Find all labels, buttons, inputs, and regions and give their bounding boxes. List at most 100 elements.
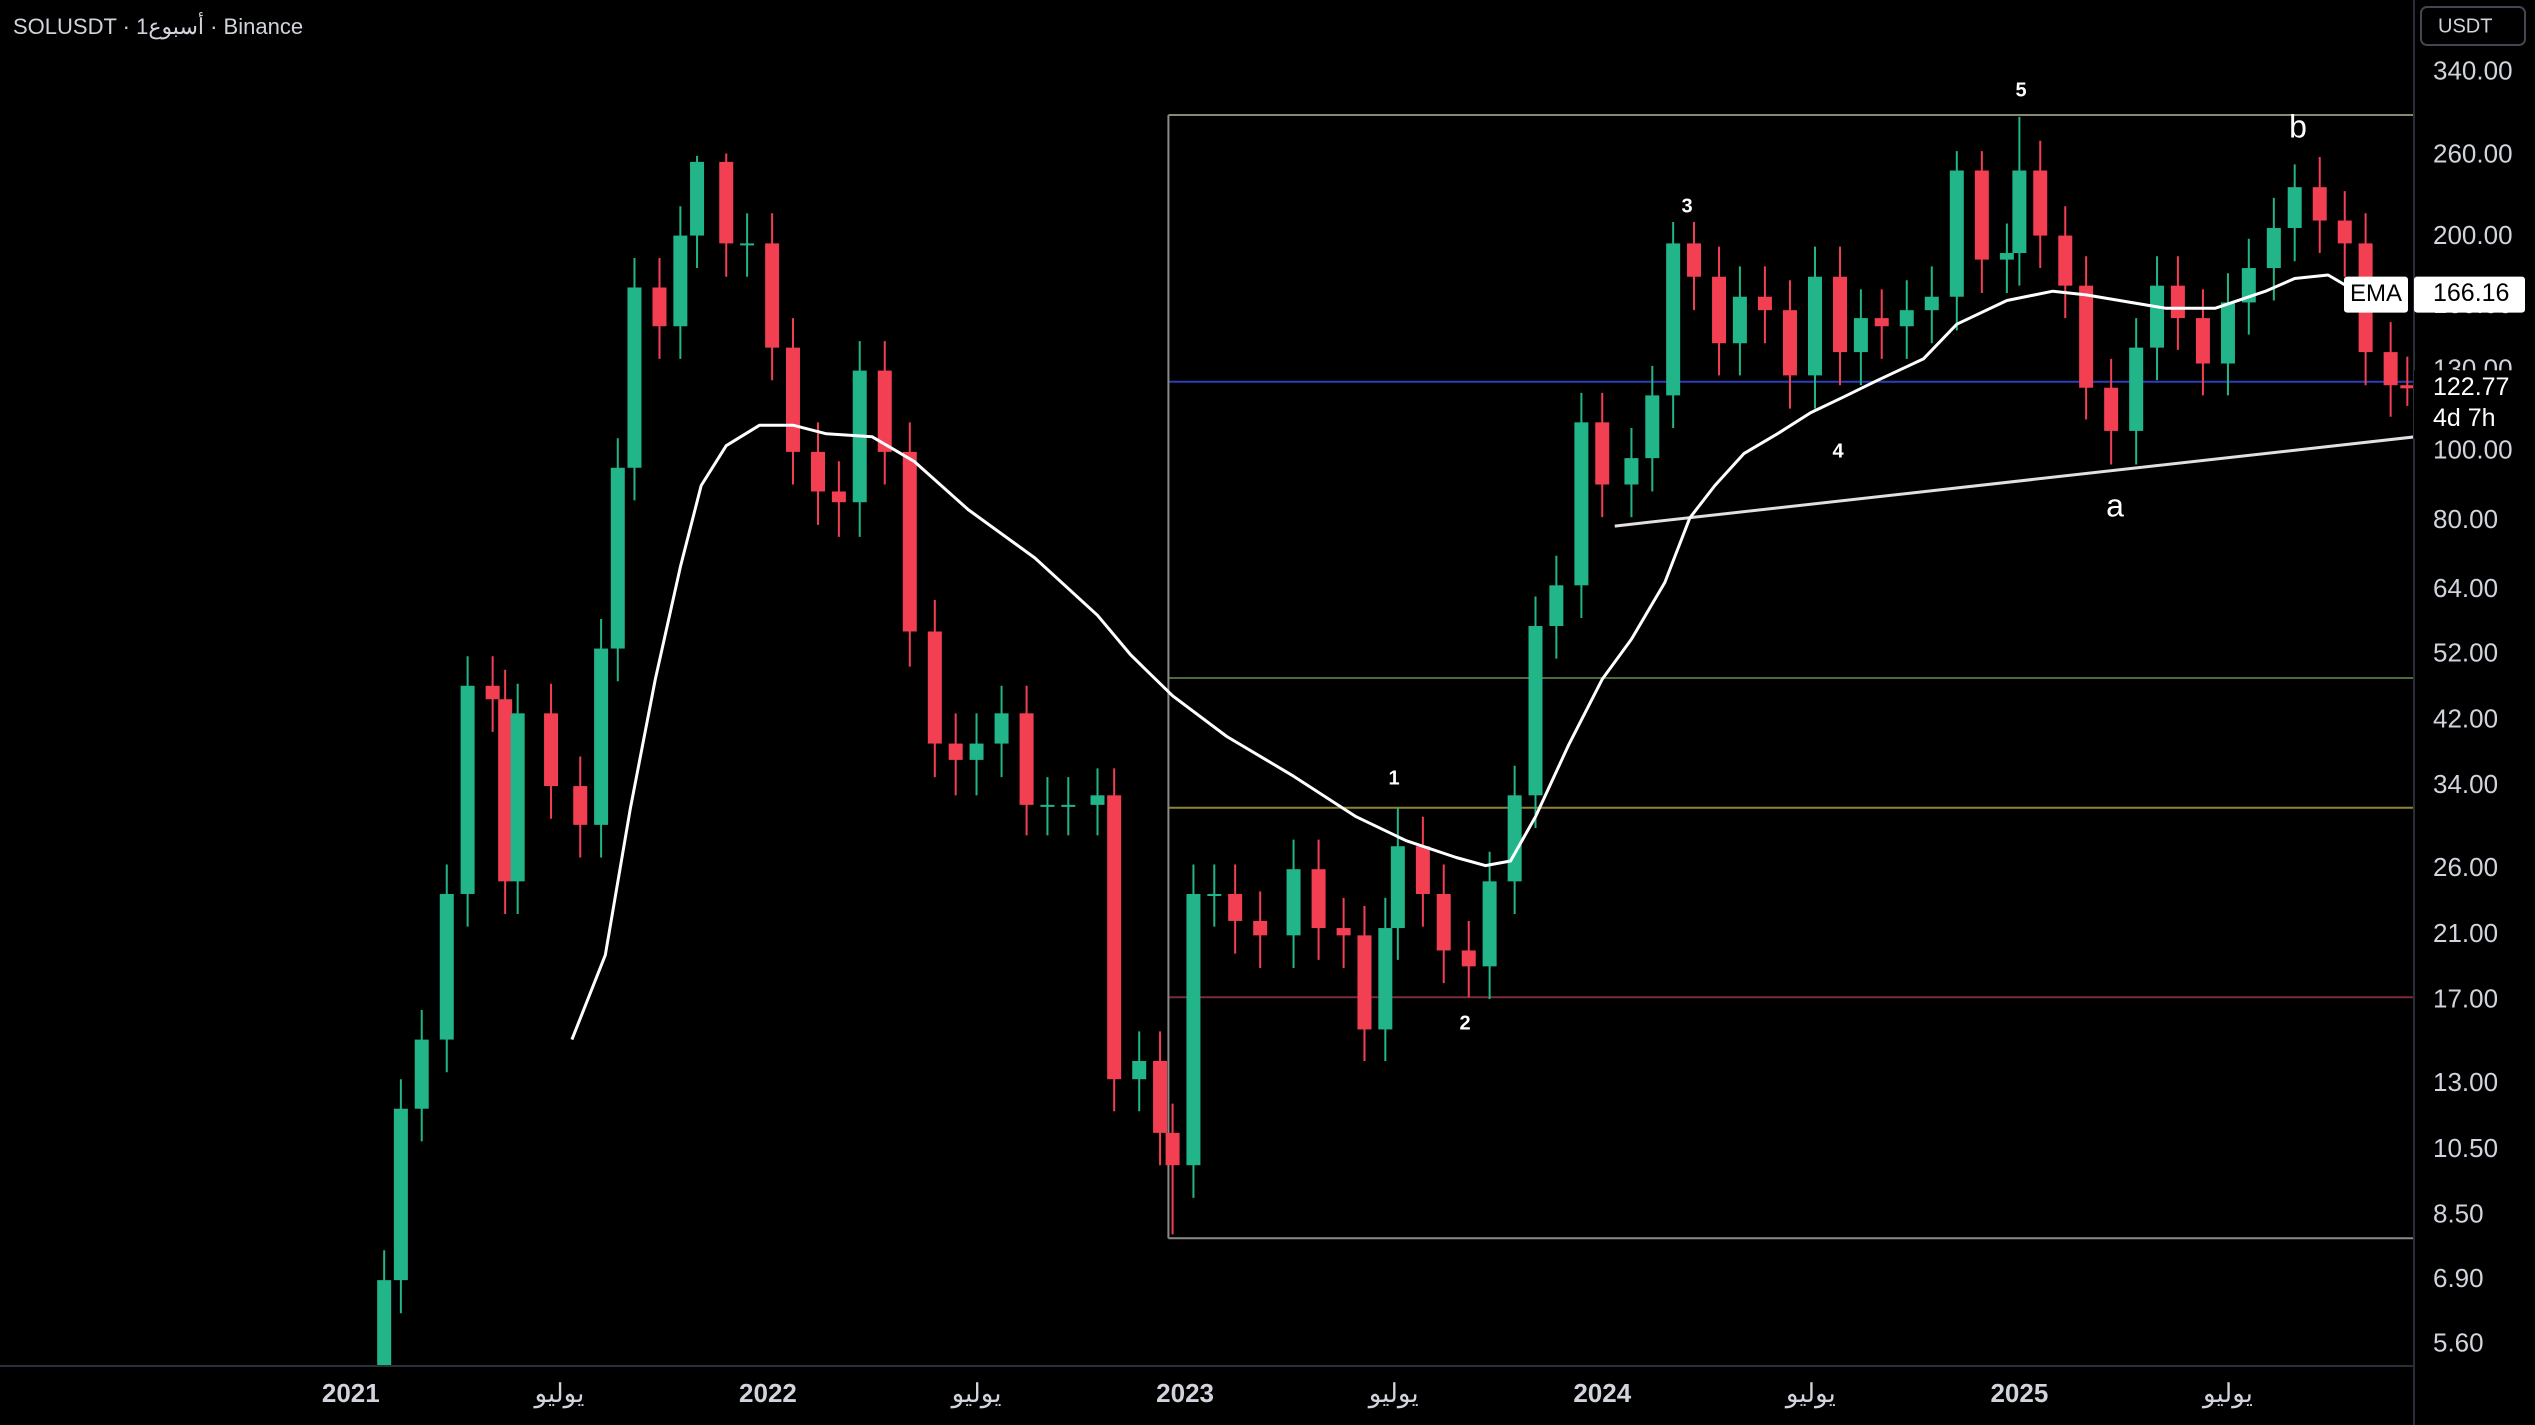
y-tick-label: 8.50 [2433,1198,2484,1228]
candle-body [439,893,454,1040]
candle-body [1415,846,1430,894]
candle-body [414,1039,429,1109]
candle-body [485,685,500,700]
candle-body [831,491,846,503]
candle-body [627,287,642,468]
candle-body [1040,804,1055,807]
candle-body [1132,1060,1147,1080]
candle-body [969,743,984,760]
candle-body [1286,869,1301,936]
candle-body [719,161,734,244]
y-tick-label: 100.00 [2433,435,2513,465]
candle-body [673,235,688,327]
candle-body [1687,243,1702,277]
candle-body [765,243,780,348]
wave-label: 2 [1459,1012,1470,1034]
candle-body [1061,804,1076,807]
wave-label: a [2106,487,2124,523]
ema-value: 166.16 [2433,279,2509,307]
candle-body [902,451,917,632]
candle-body [1378,928,1393,1030]
ema-name: EMA [2350,280,2402,307]
wave-label: 5 [2015,79,2026,101]
y-tick-label: 340.00 [2433,56,2513,86]
ema-line [570,273,2363,1041]
candle-body [1924,296,1939,311]
x-tick-label: يوليو [532,1378,584,1409]
candle-body [1357,935,1372,1030]
currency-button[interactable] [2420,6,2526,46]
x-tick-label: يوليو [2201,1378,2253,1409]
candle-body [1436,893,1451,951]
candle-body [1186,893,1201,1166]
candle-body [377,1280,392,1366]
candle-body [994,713,1009,744]
candle-body [1311,869,1326,929]
y-tick-label: 13.00 [2433,1067,2498,1097]
wave-label: 1 [1388,767,1399,789]
y-tick-label: 80.00 [2433,504,2498,534]
symbol-header: SOLUSDT · 1أسبوع · Binance [13,11,303,40]
y-tick-label: 34.00 [2433,769,2498,799]
candle-body [1090,795,1105,805]
candle-body [460,685,475,894]
candle-body [2079,285,2094,388]
candle-body [1732,296,1747,344]
y-tick-label: 17.00 [2433,984,2498,1014]
y-tick-label: 26.00 [2433,852,2498,882]
last-price: 122.77 [2433,373,2509,401]
candle-body [1253,920,1268,936]
plot-area [377,114,2414,1366]
x-tick-label: 2022 [739,1378,797,1408]
candle-body [1949,170,1964,297]
candle-body [2337,220,2352,244]
candle-body [927,631,942,744]
candle-body [1712,276,1727,344]
wave-label: 3 [1681,195,1692,217]
y-tick-label: 5.60 [2433,1328,2484,1358]
candle-body [1507,795,1522,882]
x-tick-label: يوليو [950,1378,1002,1409]
candle-body [2104,387,2119,431]
candle-body [594,648,609,825]
y-tick-label: 10.50 [2433,1133,2498,1163]
candle-body [652,287,667,327]
currency-label[interactable]: USDT [2438,15,2492,37]
candle-body [1974,170,1989,260]
candle-body [1461,950,1476,967]
trendline [1614,435,2414,528]
x-tick-label: 2024 [1573,1378,1631,1408]
candle-body [2241,268,2256,303]
wave-label: b [2289,108,2307,144]
candle-body [2195,318,2210,364]
candle-body [1595,422,1610,485]
candle-body [393,1108,408,1281]
candle-body [573,786,588,825]
candle-body [2033,170,2048,236]
candle-body [948,743,963,760]
candle-body [2266,227,2281,269]
y-tick-label: 200.00 [2433,220,2513,250]
y-tick-label: 6.90 [2433,1263,2484,1293]
candle-body [1228,893,1243,921]
candle-body [1207,893,1222,896]
candle-body [2150,285,2165,348]
candle-body [1782,310,1797,376]
candle-body [1999,253,2014,260]
wave-label: 4 [1832,440,1844,462]
candle-body [2287,187,2302,228]
candle-body [510,713,525,882]
candle-body [1645,395,1660,459]
candle-body [1574,422,1589,586]
candle-body [1165,1132,1180,1166]
candle-body [1336,928,1351,936]
candle-body [811,451,826,492]
candle-body [877,370,892,452]
candle-body [2400,385,2414,389]
candle-body [2012,170,2027,254]
candle-body [1390,846,1405,929]
candle-body [1666,243,1681,396]
x-tick-label: يوليو [1784,1378,1836,1409]
